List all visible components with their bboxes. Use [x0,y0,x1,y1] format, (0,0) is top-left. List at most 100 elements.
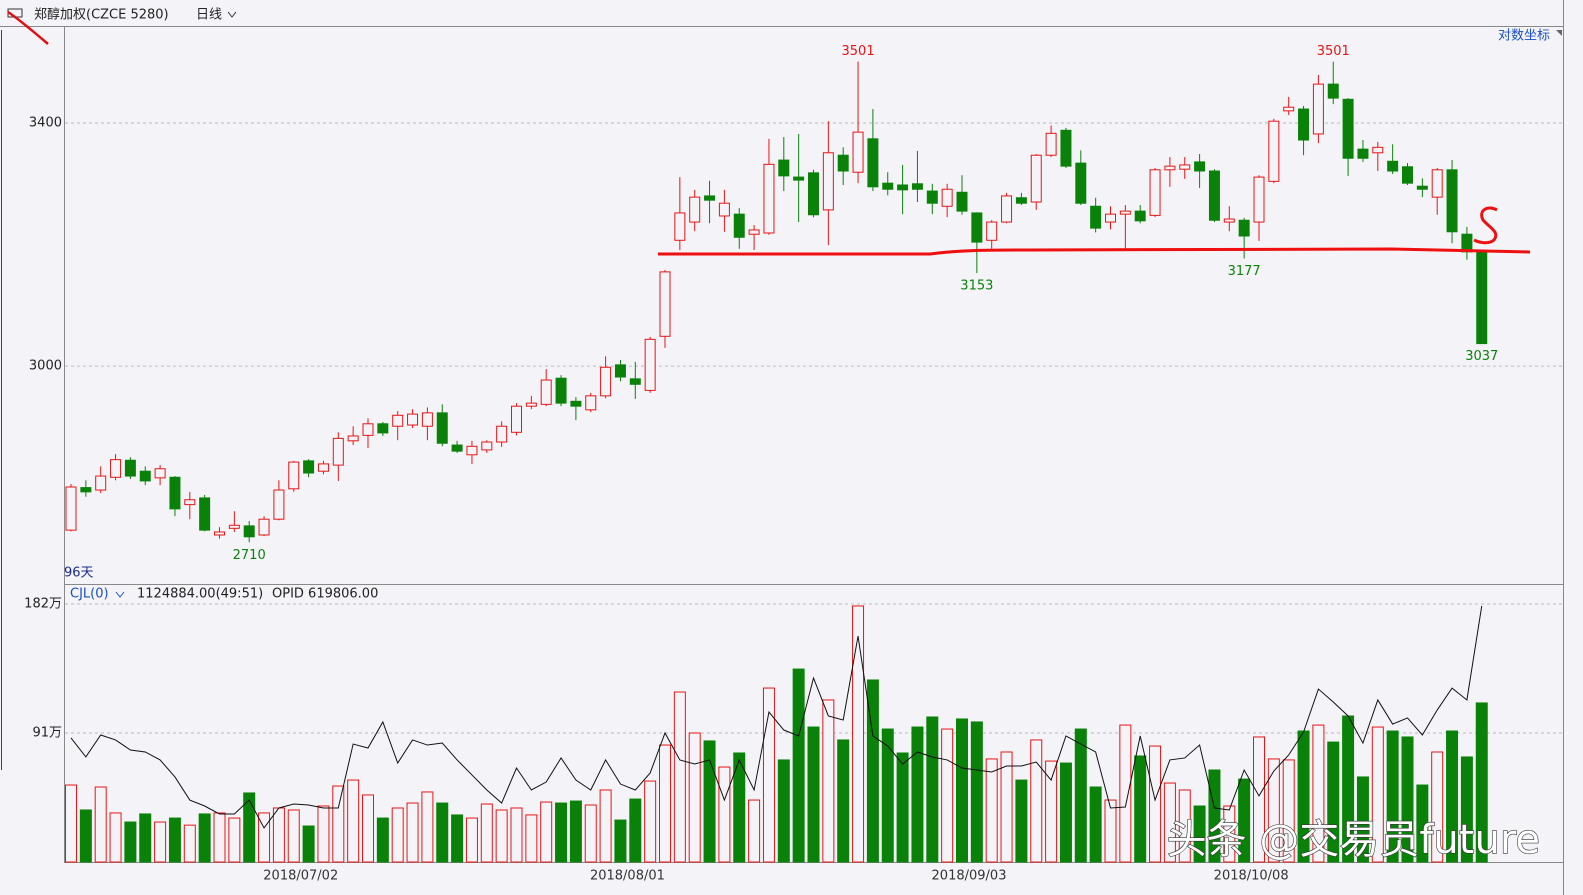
period-chevron[interactable] [227,11,237,18]
volume-bar [822,699,835,863]
candle-body [1268,120,1280,182]
volume-bar [1446,730,1459,863]
candle-body [689,196,701,223]
candle-body [496,425,508,443]
candle-body [778,159,790,177]
candle-body [1075,162,1087,204]
volume-bar [748,799,761,863]
candle-body [154,468,166,479]
y-tick-label: 182万 [24,596,62,611]
candle-body [184,499,196,506]
volume-bar [1030,739,1043,863]
volume-bar [1149,745,1162,863]
candle-body [674,212,686,241]
day-count: 96天 [64,566,94,581]
volume-bar [599,789,612,863]
candle-body [926,190,938,204]
candle-body [1446,169,1458,233]
candle-body [1223,218,1235,223]
volume-bar [525,814,538,863]
candle-body [451,444,463,452]
volume-bar [673,691,686,863]
candle-body [421,412,433,427]
volume-bar [1178,789,1191,863]
volume-bar [985,758,998,863]
candle-body [1001,195,1013,223]
volume-bar [391,807,404,863]
volume-bar [1401,736,1414,863]
candle-body [1238,219,1250,237]
candle-body [1179,164,1191,170]
volume-bar [703,740,716,863]
candle-body [644,338,656,391]
volume-bar [1475,702,1488,863]
low-label: 3037 [1465,349,1498,364]
volume-bar [777,759,790,863]
volume-bar [896,752,909,863]
volume-bar [228,817,241,863]
volume-bar [584,804,597,863]
volume-bar [807,726,820,863]
volume-bar [629,798,642,863]
volume-bar [659,744,671,863]
candle-body [585,395,597,411]
y-tick-label: 3400 [29,116,62,131]
volume-bar [154,821,167,863]
candle-body [614,364,626,378]
low-label: 3153 [960,279,993,294]
volume-bar [287,809,300,863]
x-tick-label: 2018/10/08 [1214,869,1289,884]
high-label: 3501 [842,44,875,59]
volume-bar [1015,779,1028,863]
volume-bar [1312,724,1325,863]
volume-bar [183,824,196,863]
log-scale-button[interactable]: 对数坐标 [1498,29,1550,44]
volume-bar [198,813,211,863]
candle-body [1208,170,1220,221]
volume-bar [139,813,152,863]
volume-bar [1327,741,1340,863]
volume-bar [65,784,77,863]
volume-bar [762,687,775,863]
candle-body [347,435,359,442]
volume-chevron[interactable] [115,591,125,598]
volume-bar [1000,751,1013,863]
volume-bar [1045,760,1058,863]
candle-body [882,182,894,190]
hand-drawn-s [1473,206,1498,245]
candle-body [1476,250,1488,345]
candle-body [748,229,760,235]
volume-bar [465,817,478,863]
volume-bar [213,812,226,863]
candle-body [525,402,537,407]
volume-text: 1124884.00(49:51) [137,587,263,602]
volume-bar [362,794,374,863]
candle-body [511,405,522,433]
candle-body [317,463,329,472]
period-select[interactable]: 日线 [196,8,222,23]
volume-bar [109,812,122,863]
volume-bar [421,791,434,863]
candle-body [392,414,404,427]
candle-body [303,460,315,474]
symbol-title[interactable]: 郑醇加权(CZCE 5280) [34,7,169,23]
volume-bar [1089,786,1102,863]
volume-indicator[interactable]: CJL(0) [70,587,109,602]
candle-body [1015,197,1027,204]
volume-bar [941,728,954,863]
candle-body [941,188,953,207]
low-label: 2710 [233,548,266,563]
candle-body [362,423,374,436]
hand-drawn-support-line [658,247,1531,256]
candle-body [704,195,716,201]
volume-bar [1386,730,1399,863]
candle-body [1312,83,1324,135]
candle-body [1060,129,1072,167]
candle-body [1342,98,1354,159]
volume-bar [688,732,701,863]
open-interest-line [70,605,1483,829]
volume-bar [926,716,939,863]
candle-body [1164,165,1176,171]
candle-body [436,412,448,444]
volume-bar [332,785,345,863]
